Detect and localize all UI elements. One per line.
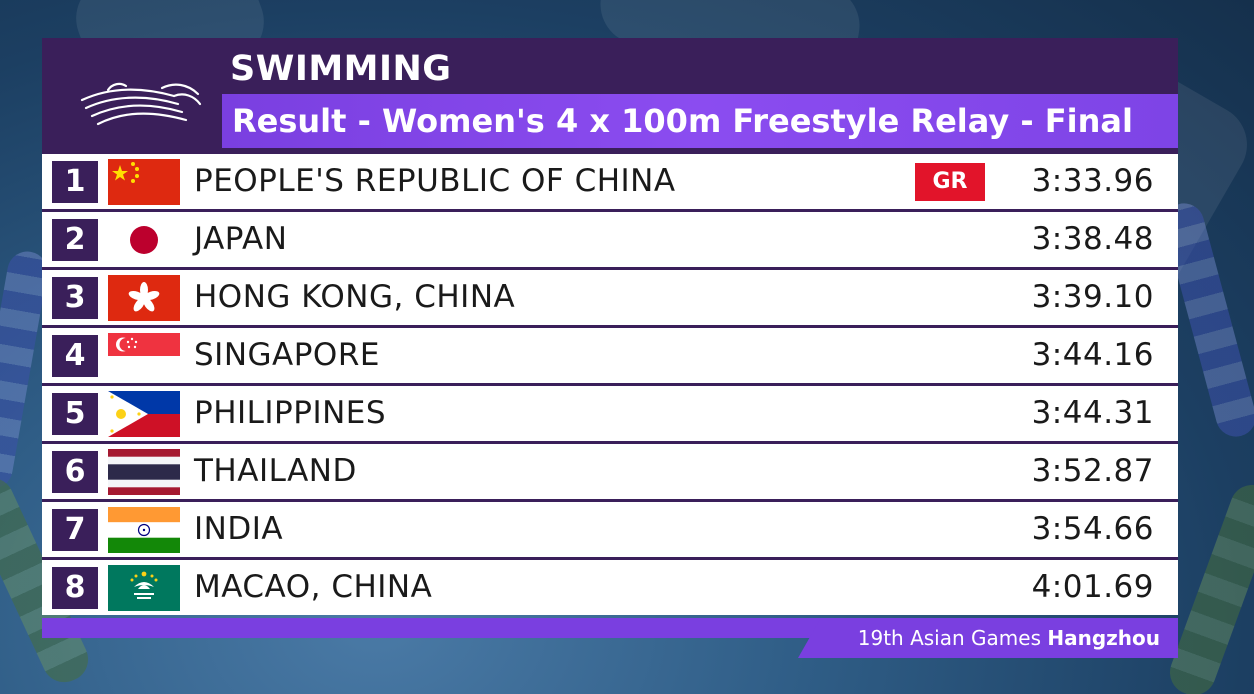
result-time: 3:44.16 (1031, 337, 1154, 373)
host-city: Hangzhou (1047, 626, 1160, 650)
country-name: PEOPLE'S REPUBLIC OF CHINA (194, 163, 676, 199)
rank: 7 (52, 509, 98, 551)
result-time: 3:39.10 (1031, 279, 1154, 315)
macao-flag-icon (108, 565, 180, 611)
table-row: 5 PHILIPPINES 3:44.31 (42, 386, 1178, 441)
record-badge: GR (915, 163, 985, 201)
country-name: THAILAND (194, 453, 357, 489)
table-row: 3 HONG KONG, CHINA 3:39.10 (42, 270, 1178, 325)
results-table: 1 PEOPLE'S REPUBLIC OF CHINA GR 3:33.96 … (42, 152, 1178, 615)
result-time: 3:33.96 (1031, 163, 1154, 199)
event-title-bar: Result - Women's 4 x 100m Freestyle Rela… (222, 94, 1178, 148)
table-row: 6 THAILAND 3:52.87 (42, 444, 1178, 499)
rank: 1 (52, 161, 98, 203)
asian-games-logo-icon (80, 82, 202, 126)
singapore-flag-icon (108, 333, 180, 379)
country-name: SINGAPORE (194, 337, 380, 373)
result-time: 3:44.31 (1031, 395, 1154, 431)
philippines-flag-icon (108, 391, 180, 437)
footer: 19th Asian Games Hangzhou (42, 618, 1178, 658)
table-row: 1 PEOPLE'S REPUBLIC OF CHINA GR 3:33.96 (42, 154, 1178, 209)
result-time: 3:54.66 (1031, 511, 1154, 547)
country-name: PHILIPPINES (194, 395, 387, 431)
event-title: Result - Women's 4 x 100m Freestyle Rela… (232, 102, 1133, 140)
result-time: 4:01.69 (1031, 569, 1154, 605)
table-row: 4 SINGAPORE 3:44.16 (42, 328, 1178, 383)
country-name: MACAO, CHINA (194, 569, 433, 605)
rank: 4 (52, 335, 98, 377)
japan-flag-icon (108, 217, 180, 263)
event-branding: 19th Asian Games Hangzhou (798, 618, 1178, 658)
country-name: HONG KONG, CHINA (194, 279, 516, 315)
results-board: SWIMMING Result - Women's 4 x 100m Frees… (42, 38, 1178, 658)
rank: 2 (52, 219, 98, 261)
results-header: SWIMMING Result - Women's 4 x 100m Frees… (42, 38, 1178, 152)
result-time: 3:52.87 (1031, 453, 1154, 489)
country-name: JAPAN (194, 221, 288, 257)
hong-kong-flag-icon (108, 275, 180, 321)
games-name: 19th Asian Games (857, 626, 1048, 650)
table-row: 2 JAPAN 3:38.48 (42, 212, 1178, 267)
rank: 3 (52, 277, 98, 319)
table-row: 8 MACAO, CHINA 4:01.69 (42, 560, 1178, 615)
sport-title: SWIMMING (230, 49, 452, 89)
india-flag-icon (108, 507, 180, 553)
table-row: 7 INDIA 3:54.66 (42, 502, 1178, 557)
rank: 8 (52, 567, 98, 609)
thailand-flag-icon (108, 449, 180, 495)
country-name: INDIA (194, 511, 284, 547)
result-time: 3:38.48 (1031, 221, 1154, 257)
china-flag-icon (108, 159, 180, 205)
rank: 6 (52, 451, 98, 493)
rank: 5 (52, 393, 98, 435)
